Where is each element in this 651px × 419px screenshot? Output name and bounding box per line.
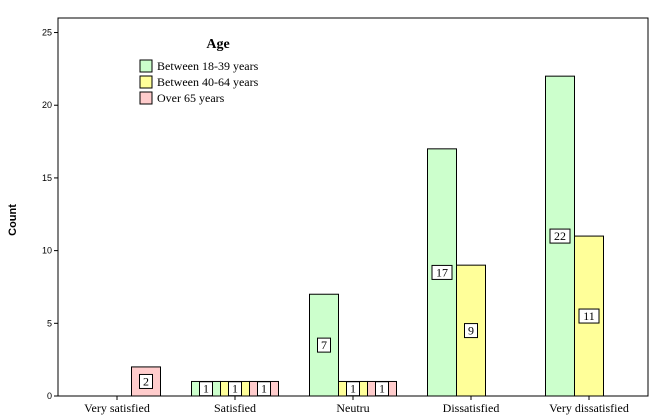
- legend-label: Between 40-64 years: [157, 75, 259, 89]
- data-label-box: [199, 381, 213, 397]
- data-label: 1: [350, 382, 356, 396]
- x-axis: Very satisfied Satisfied Neutru Dissatisfie…: [84, 396, 629, 415]
- data-label-box: [431, 264, 453, 280]
- y-tick-label: 20: [42, 100, 52, 110]
- data-label: 7: [321, 338, 327, 352]
- x-tick-label: Very dissatisfied: [549, 401, 629, 415]
- legend-swatch: [139, 75, 153, 89]
- y-tick-label: 5: [47, 318, 52, 328]
- bar: [309, 293, 339, 397]
- data-label: 1: [379, 382, 385, 396]
- y-axis: 0 5 10 15 20 25: [42, 28, 58, 401]
- x-tick-label: Neutru: [336, 401, 369, 415]
- data-label-box: [578, 308, 600, 324]
- x-tick-label: Satisfied: [214, 401, 256, 415]
- data-label: 1: [232, 382, 238, 396]
- y-axis-title: Count: [7, 204, 19, 236]
- data-label: 22: [554, 229, 566, 243]
- data-label: 1: [261, 382, 267, 396]
- data-label: 2: [143, 374, 149, 388]
- data-label-box: [375, 381, 389, 397]
- y-tick-label: 0: [47, 391, 52, 401]
- legend-swatch: [139, 91, 153, 105]
- data-label-box: [228, 381, 242, 397]
- data-label-box: [464, 323, 478, 339]
- legend: Age Between 18-39 years Between 40-64 yea…: [139, 37, 259, 105]
- y-tick-label: 25: [42, 28, 52, 38]
- legend-swatch: [139, 59, 153, 73]
- x-tick-label: Dissatisfied: [443, 401, 500, 415]
- data-label-box: [257, 381, 271, 397]
- y-tick-label: 15: [42, 173, 52, 183]
- data-label-box: [549, 228, 571, 244]
- data-label-box: [346, 381, 360, 397]
- x-tick-label: Very satisfied: [84, 401, 150, 415]
- legend-label: Between 18-39 years: [157, 59, 259, 73]
- data-label: 11: [583, 309, 595, 323]
- data-label: 1: [203, 382, 209, 396]
- legend-title: Age: [206, 37, 229, 52]
- data-label: 17: [436, 265, 448, 279]
- legend-label: Over 65 years: [157, 91, 225, 105]
- data-label-box: [317, 337, 331, 353]
- data-label: 9: [468, 324, 474, 338]
- data-label-box: [139, 373, 153, 389]
- y-tick-label: 10: [42, 246, 52, 256]
